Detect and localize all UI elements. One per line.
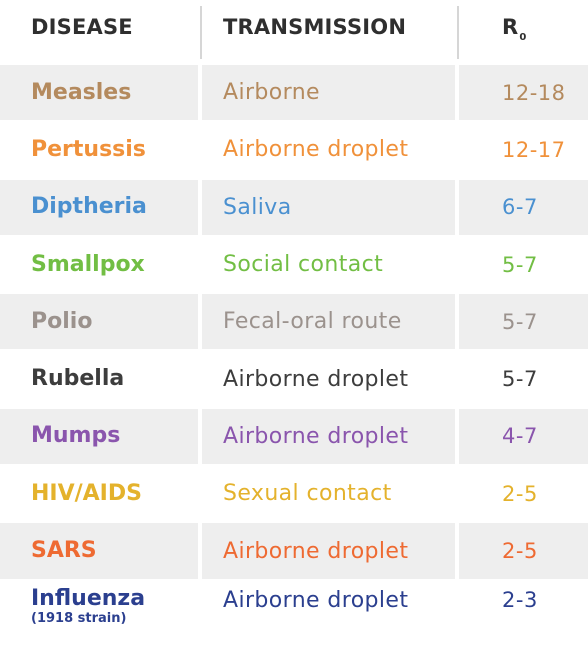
disease-name: Pertussis	[31, 136, 146, 162]
disease-name-block: Mumps	[31, 425, 120, 447]
disease-name-block: Influenza (1918 strain)	[31, 585, 146, 626]
transmission-cell: Airborne droplet	[202, 122, 455, 177]
disease-name-block: Measles	[31, 79, 132, 105]
header-disease: DISEASE	[31, 15, 133, 39]
table-row: Diptheria Saliva 6-7	[0, 179, 588, 237]
table-row: Smallpox Social contact 5-7	[0, 237, 588, 294]
r0-value: 5-7	[502, 309, 538, 334]
r0-value: 12-18	[502, 80, 566, 105]
r0-value: 5-7	[502, 367, 538, 392]
disease-cell: Mumps	[0, 408, 198, 465]
r0-cell: 6-7	[459, 179, 588, 235]
disease-name: Smallpox	[31, 251, 145, 277]
r0-cell: 2-5	[459, 523, 588, 579]
transmission-cell: Airborne droplet	[202, 523, 455, 579]
r0-cell: 5-7	[459, 351, 588, 406]
r0-value: 5-7	[502, 252, 538, 277]
r0-cell: 5-7	[459, 237, 588, 292]
header-r0-main: R	[502, 15, 519, 39]
table-row: Influenza (1918 strain) Airborne droplet 2-…	[0, 581, 588, 638]
transmission-cell: Fecal-oral route	[202, 294, 455, 350]
transmission-cell: Airborne droplet	[202, 581, 455, 636]
r0-cell: 12-18	[459, 65, 588, 121]
disease-cell: Rubella	[0, 351, 198, 406]
disease-name: Diptheria	[31, 194, 147, 220]
disease-name-block: HIV/AIDS	[31, 480, 142, 506]
disease-name: Influenza	[31, 585, 146, 611]
disease-cell: Diptheria	[0, 179, 198, 235]
table-header: DISEASE TRANSMISSION R0	[0, 0, 588, 65]
disease-cell: SARS	[0, 523, 198, 579]
disease-name-block: Polio	[31, 308, 93, 334]
r0-value: 6-7	[502, 195, 538, 220]
table-body: Measles Airborne 12-18 Pertussis Airborne dr…	[0, 65, 588, 638]
transmission-text: Airborne droplet	[223, 423, 409, 449]
disease-name-block: Smallpox	[31, 251, 145, 277]
disease-name: Measles	[31, 79, 132, 105]
transmission-cell: Airborne droplet	[202, 408, 455, 465]
transmission-cell: Social contact	[202, 237, 455, 292]
table-row: SARS Airborne droplet 2-5	[0, 523, 588, 580]
header-transmission: TRANSMISSION	[223, 15, 407, 39]
disease-cell: Smallpox	[0, 237, 198, 292]
transmission-cell: Sexual contact	[202, 466, 455, 521]
r0-cell: 2-5	[459, 466, 588, 521]
disease-name-block: SARS	[31, 540, 97, 562]
table-row: Measles Airborne 12-18	[0, 65, 588, 122]
table-row: Polio Fecal-oral route 5-7	[0, 294, 588, 351]
r0-value: 2-3	[502, 587, 538, 612]
r0-cell: 4-7	[459, 408, 588, 465]
disease-name-block: Pertussis	[31, 136, 146, 162]
transmission-text: Airborne droplet	[223, 137, 409, 163]
transmission-text: Saliva	[223, 194, 292, 220]
r0-cell: 2-3	[459, 581, 588, 636]
transmission-text: Airborne droplet	[223, 538, 409, 564]
table-row: Rubella Airborne droplet 5-7	[0, 351, 588, 408]
disease-name: HIV/AIDS	[31, 480, 142, 506]
header-r0: R0	[502, 15, 527, 43]
transmission-text: Social contact	[223, 252, 384, 278]
transmission-text: Sexual contact	[223, 481, 392, 507]
disease-note: (1918 strain)	[31, 610, 127, 626]
transmission-text: Airborne droplet	[223, 587, 409, 613]
r0-value: 12-17	[502, 137, 566, 162]
r0-value: 2-5	[502, 481, 538, 506]
disease-name: SARS	[31, 538, 97, 564]
disease-cell: Pertussis	[0, 122, 198, 177]
disease-cell: Polio	[0, 294, 198, 350]
disease-cell: HIV/AIDS	[0, 466, 198, 521]
header-divider	[457, 6, 459, 59]
transmission-text: Airborne	[223, 80, 320, 106]
transmission-text: Fecal-oral route	[223, 309, 402, 335]
transmission-cell: Airborne droplet	[202, 351, 455, 406]
disease-cell: Measles	[0, 65, 198, 121]
disease-name-block: Diptheria	[31, 196, 147, 218]
transmission-text: Airborne droplet	[223, 366, 409, 392]
r0-cell: 5-7	[459, 294, 588, 350]
disease-cell: Influenza (1918 strain)	[0, 581, 198, 636]
r0-value: 4-7	[502, 424, 538, 449]
disease-name: Mumps	[31, 423, 121, 449]
disease-name-block: Rubella	[31, 368, 124, 390]
header-divider	[200, 6, 202, 59]
table-row: Pertussis Airborne droplet 12-17	[0, 122, 588, 179]
disease-name: Rubella	[31, 366, 125, 392]
r0-value: 2-5	[502, 539, 538, 564]
table-row: HIV/AIDS Sexual contact 2-5	[0, 466, 588, 523]
transmission-cell: Airborne	[202, 65, 455, 121]
header-r0-subscript: 0	[519, 32, 527, 43]
table-row: Mumps Airborne droplet 4-7	[0, 408, 588, 466]
transmission-cell: Saliva	[202, 179, 455, 235]
disease-name: Polio	[31, 308, 93, 334]
r0-cell: 12-17	[459, 122, 588, 177]
